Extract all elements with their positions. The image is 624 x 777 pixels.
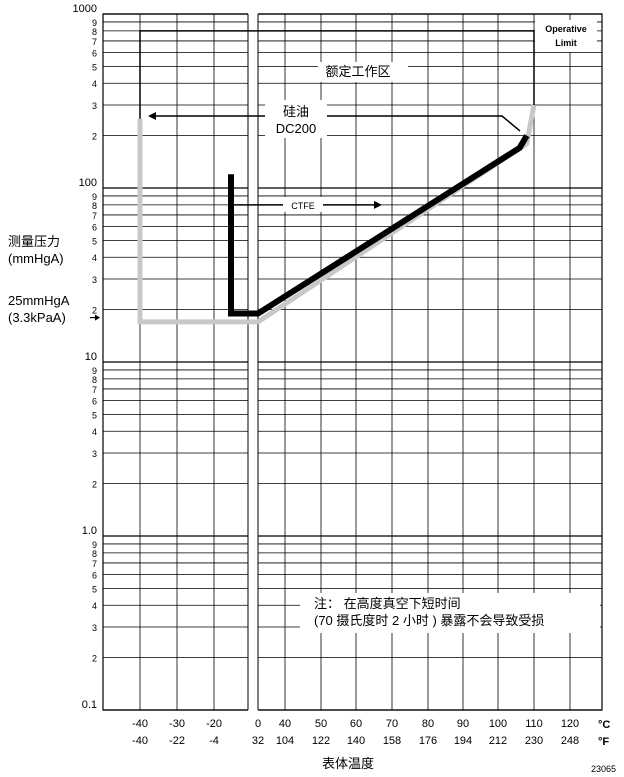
y-tick-label: 7	[92, 211, 97, 221]
x-tick-label-f: -4	[209, 735, 219, 747]
reference-pressure-label: (3.3kPaA)	[8, 310, 66, 325]
y-tick-label: 8	[92, 201, 97, 211]
y-tick-label: 3	[92, 449, 97, 459]
y-tick-label: 6	[92, 223, 97, 233]
grid	[102, 12, 603, 712]
y-tick-label: 6	[92, 49, 97, 59]
x-tick-label-f: 230	[525, 735, 543, 747]
y-tick-label: 9	[92, 540, 97, 550]
series-line-0	[137, 104, 537, 325]
y-tick-label: 10	[85, 351, 97, 363]
x-tick-label-f: 194	[454, 735, 472, 747]
y-tick-label: 4	[92, 253, 97, 263]
ctfe-label: CTFE	[291, 201, 315, 211]
x-unit-c: °C	[598, 719, 610, 731]
y-tick-label: 8	[92, 27, 97, 37]
silicone-arrow-right-line	[327, 115, 521, 132]
x-tick-label-c: 120	[561, 718, 579, 730]
y-tick-label: 7	[92, 385, 97, 395]
x-tick-label-f: 158	[383, 735, 401, 747]
y-tick-label: 3	[92, 623, 97, 633]
note-bg	[300, 593, 600, 633]
x-tick-label-c: 40	[279, 718, 291, 730]
y-tick-label: 9	[92, 18, 97, 28]
x-tick-label-f: 212	[489, 735, 507, 747]
x-tick-label-f: -40	[132, 735, 148, 747]
y-tick-label: 0.1	[82, 699, 97, 711]
y-tick-label: 5	[92, 236, 97, 246]
y-tick-label: 2	[92, 132, 97, 142]
y-axis-label: 测量压力	[8, 234, 60, 249]
operative-limit-label: Operative	[545, 24, 587, 34]
x-tick-label-c: -30	[169, 718, 185, 730]
y-tick-label: 4	[92, 601, 97, 611]
y-tick-label: 3	[92, 275, 97, 285]
x-tick-label-c: -20	[206, 718, 222, 730]
x-tick-label-c: 0	[255, 718, 261, 730]
y-axis-label: (mmHgA)	[8, 251, 64, 266]
figure-id: 23065	[591, 764, 616, 774]
y-tick-label: 5	[92, 62, 97, 72]
x-tick-label-f: 122	[312, 735, 330, 747]
region-label-bg	[318, 62, 408, 82]
y-tick-label: 8	[92, 549, 97, 559]
silicone-label-bg	[265, 100, 327, 138]
x-tick-label-c: 90	[457, 718, 469, 730]
silicone-arrowhead	[148, 112, 156, 120]
x-tick-label-f: 104	[276, 735, 294, 747]
x-tick-label-f: -22	[169, 735, 185, 747]
x-tick-label-c: 110	[525, 718, 543, 730]
ctfe-arrowhead	[374, 200, 382, 209]
y-tick-label: 1000	[73, 3, 97, 15]
y-tick-label: 2	[92, 480, 97, 490]
x-tick-label-c: 60	[350, 718, 362, 730]
x-unit-f: °F	[598, 736, 609, 748]
series-line-1	[228, 134, 530, 317]
reference-pressure-label: 25mmHgA	[8, 293, 70, 308]
y-tick-label: 9	[92, 192, 97, 202]
labels: 1000987654321009876543210987654321.09876…	[8, 3, 616, 774]
x-tick-label-f: 140	[347, 735, 365, 747]
y-tick-label: 7	[92, 559, 97, 569]
y-tick-label: 3	[92, 101, 97, 111]
operative-limit-bg	[535, 20, 597, 52]
operative-limit-label: Limit	[555, 38, 577, 48]
y-tick-label: 9	[92, 366, 97, 376]
series-layer	[137, 30, 537, 325]
silicone-label: DC200	[276, 121, 316, 136]
y-tick-label: 2	[92, 654, 97, 664]
y-tick-label: 1.0	[82, 525, 97, 537]
y-tick-label: 5	[92, 584, 97, 594]
region-label: 额定工作区	[325, 64, 390, 79]
y-tick-label: 8	[92, 375, 97, 385]
y-tick-label: 6	[92, 397, 97, 407]
x-tick-label-c: 50	[315, 718, 327, 730]
y-tick-label: 4	[92, 79, 97, 89]
note-text: 注： 在高度真空下短时间	[314, 596, 461, 611]
x-axis-label: 表体温度	[322, 756, 374, 771]
x-tick-label-c: -40	[132, 718, 148, 730]
y-tick-label: 5	[92, 410, 97, 420]
x-tick-label-f: 32	[252, 735, 264, 747]
note-text: (70 摄氏度时 2 小时 ) 暴露不会导致受损	[314, 613, 544, 628]
y-tick-label: 100	[79, 177, 97, 189]
x-tick-label-c: 80	[422, 718, 434, 730]
silicone-label: 硅油	[283, 104, 309, 119]
x-tick-label-c: 70	[386, 718, 398, 730]
reference-pressure-arrowhead	[95, 314, 100, 321]
y-tick-label: 2	[92, 306, 97, 316]
y-tick-label: 7	[92, 37, 97, 47]
y-tick-label: 4	[92, 427, 97, 437]
y-tick-label: 6	[92, 571, 97, 581]
axis-break	[248, 12, 258, 712]
ctfe-label-bg	[283, 196, 323, 212]
x-tick-label-f: 176	[419, 735, 437, 747]
x-tick-label-f: 248	[561, 735, 579, 747]
x-tick-label-c: 100	[489, 718, 507, 730]
